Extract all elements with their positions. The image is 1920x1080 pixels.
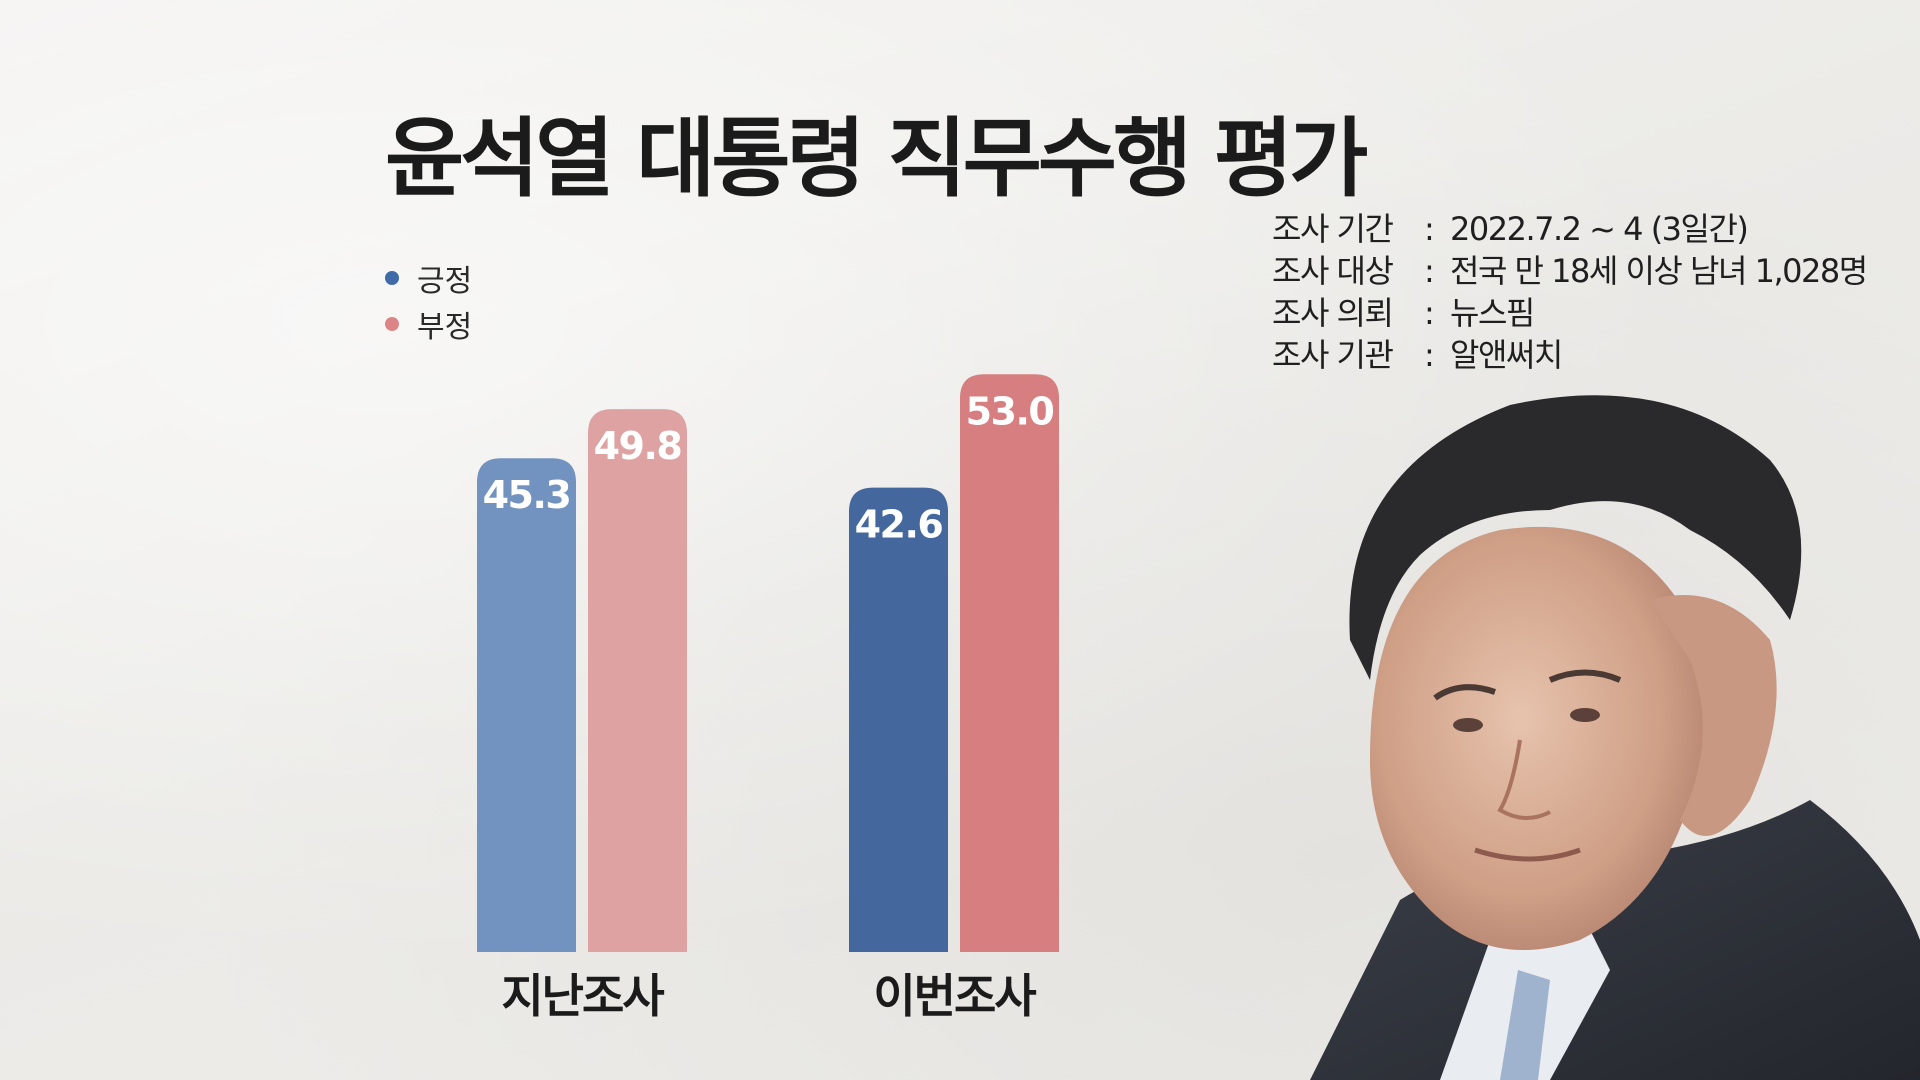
- person-photo: [1310, 395, 1920, 1080]
- survey-info: 조사 기간 : 2022.7.2 ~ 4 (3일간) 조사 대상 : 전국 만 …: [1272, 208, 1868, 376]
- survey-info-value: 2022.7.2 ~ 4 (3일간): [1450, 210, 1749, 248]
- survey-info-separator: :: [1424, 336, 1435, 374]
- survey-info-value: 전국 만 18세 이상 남녀 1,028명: [1450, 252, 1868, 290]
- survey-info-label: 조사 기관: [1272, 336, 1394, 374]
- bar-value-label: 45.3: [483, 473, 571, 517]
- bar-value-label: 49.8: [594, 424, 682, 468]
- survey-info-separator: :: [1424, 210, 1435, 248]
- legend-dot-positive: [385, 271, 399, 285]
- bar-positive-2: [849, 487, 948, 952]
- legend-dot-negative: [385, 317, 399, 331]
- survey-info-target: 조사 대상 : 전국 만 18세 이상 남녀 1,028명: [1272, 250, 1868, 292]
- bar-negative-2: [960, 374, 1059, 952]
- survey-info-agency: 조사 기관 : 알앤써치: [1272, 334, 1867, 376]
- survey-info-value: 알앤써치: [1450, 336, 1563, 374]
- bar-value-label: 42.6: [855, 503, 943, 547]
- legend-label-negative: 부정: [417, 310, 473, 345]
- bar-negative-1: [588, 409, 687, 952]
- survey-info-separator: :: [1424, 294, 1435, 332]
- bar-positive-1: [477, 458, 576, 952]
- survey-info-label: 조사 의뢰: [1272, 294, 1394, 332]
- survey-info-separator: :: [1424, 252, 1435, 290]
- legend: 긍정 부정: [385, 255, 472, 347]
- legend-label-positive: 긍정: [417, 264, 473, 299]
- survey-info-client: 조사 의뢰 : 뉴스핌: [1272, 292, 1867, 334]
- category-label: 이번조사: [873, 969, 1036, 1023]
- bar-value-label: 53.0: [966, 389, 1054, 433]
- survey-info-label: 조사 대상: [1272, 252, 1394, 290]
- survey-info-value: 뉴스핌: [1450, 294, 1535, 332]
- category-label: 지난조사: [501, 969, 664, 1023]
- survey-info-period: 조사 기간 : 2022.7.2 ~ 4 (3일간): [1272, 208, 1867, 250]
- page-title: 윤석열 대통령 직무수행 평가: [385, 109, 1368, 209]
- legend-item-positive: 긍정: [385, 255, 472, 301]
- survey-info-label: 조사 기간: [1272, 210, 1394, 248]
- legend-item-negative: 부정: [385, 301, 472, 347]
